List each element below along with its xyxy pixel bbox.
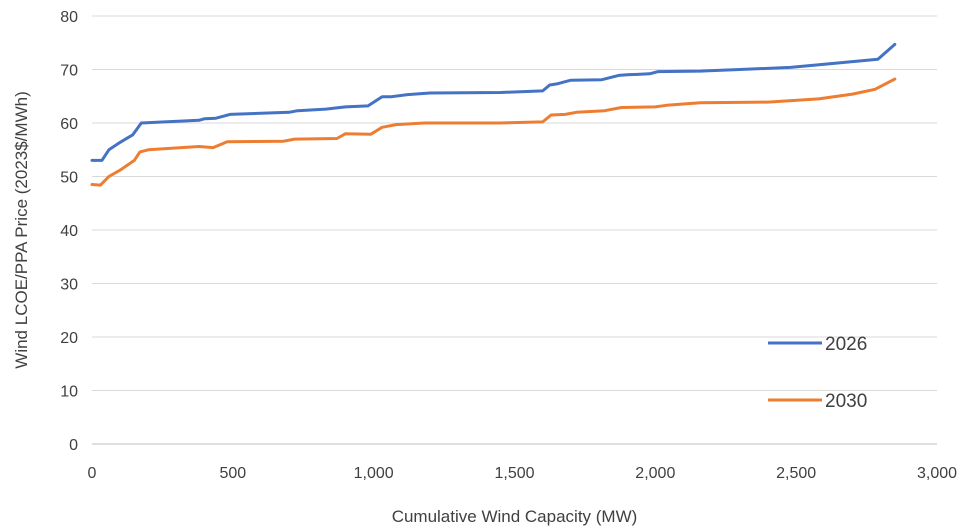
legend: 2026 2030 (768, 334, 867, 412)
gridlines (92, 15, 937, 391)
series-line-2030 (90, 77, 897, 187)
y-axis-title: Wind LCOE/PPA Price (2023$/MWh) (12, 91, 31, 368)
series-lines (90, 42, 897, 187)
x-axis-title: Cumulative Wind Capacity (MW) (392, 507, 638, 526)
legend-label-2030: 2030 (825, 391, 867, 412)
y-tick-label: 60 (60, 116, 78, 133)
y-tick-label: 30 (60, 277, 78, 294)
x-tick-label: 2,000 (635, 465, 675, 482)
y-tick-label: 80 (60, 9, 78, 26)
legend-label-2026: 2026 (825, 334, 867, 355)
x-tick-label: 1,500 (494, 465, 534, 482)
x-tick-label: 1,000 (354, 465, 394, 482)
y-tick-label: 20 (60, 330, 78, 347)
y-tick-label: 10 (60, 384, 78, 401)
x-tick-label: 0 (88, 465, 97, 482)
y-tick-label: 0 (69, 437, 78, 454)
series-line-2026 (90, 42, 897, 162)
x-tick-labels: 0 500 1,000 1,500 2,000 2,500 3,000 (88, 465, 958, 482)
x-tick-label: 500 (219, 465, 246, 482)
y-tick-label: 50 (60, 170, 78, 187)
y-tick-labels: 0 10 20 30 40 50 60 70 80 (60, 9, 78, 454)
x-tick-label: 3,000 (917, 465, 957, 482)
y-tick-label: 70 (60, 63, 78, 80)
x-tick-label: 2,500 (776, 465, 816, 482)
y-tick-label: 40 (60, 223, 78, 240)
